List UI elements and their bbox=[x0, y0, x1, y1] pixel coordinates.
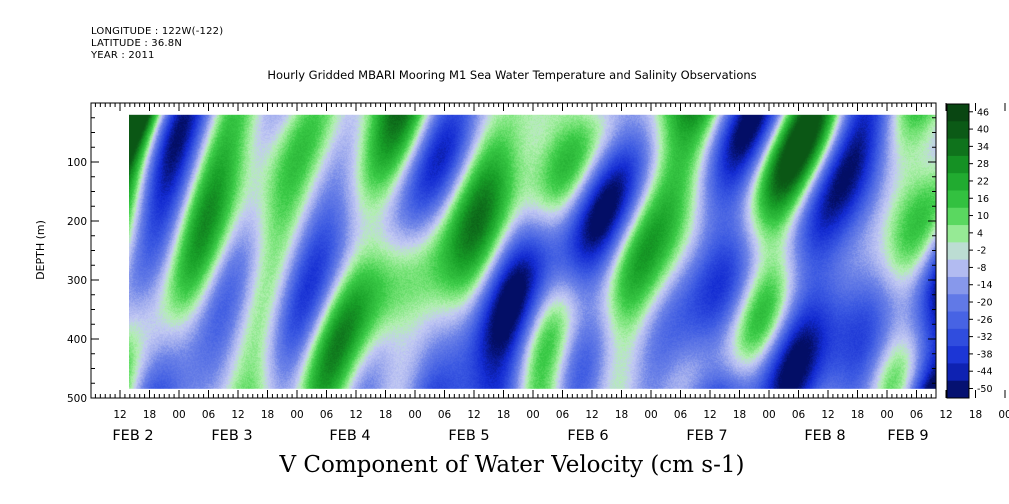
colorbar-band bbox=[947, 173, 969, 191]
x-hour-label: 00 bbox=[408, 409, 421, 421]
colorbar-band bbox=[947, 207, 969, 226]
x-hour-label: 06 bbox=[556, 409, 570, 421]
x-hour-label: 12 bbox=[231, 409, 244, 421]
x-day-label: FEB 8 bbox=[804, 428, 845, 444]
x-day-label: FEB 7 bbox=[686, 428, 727, 444]
x-hour-label: 18 bbox=[851, 409, 864, 421]
heatmap-image bbox=[129, 114, 936, 389]
x-hour-label: 00 bbox=[172, 409, 185, 421]
latitude-label: LATITUDE : 36.8N bbox=[91, 38, 183, 49]
colorbar-band bbox=[947, 311, 969, 330]
colorbar-band bbox=[947, 138, 969, 157]
colorbar-band bbox=[947, 259, 969, 278]
colorbar-label: -2 bbox=[977, 246, 986, 257]
x-hour-label: 06 bbox=[792, 409, 806, 421]
year-label: YEAR : 2011 bbox=[91, 50, 155, 61]
x-axis-title: V Component of Water Velocity (cm s-1) bbox=[279, 452, 745, 478]
y-tick-label: 500 bbox=[67, 393, 87, 405]
x-hour-label: 18 bbox=[497, 409, 510, 421]
colorbar-band bbox=[947, 346, 969, 364]
colorbar-label: -32 bbox=[977, 332, 993, 343]
x-hour-label: 18 bbox=[615, 409, 628, 421]
x-hour-label: 12 bbox=[821, 409, 834, 421]
x-hour-label: 12 bbox=[467, 409, 480, 421]
colorbar-band bbox=[947, 276, 969, 295]
colorbar-label: 22 bbox=[977, 176, 989, 187]
colorbar-label: -38 bbox=[977, 349, 993, 360]
x-hour-label: 18 bbox=[969, 409, 982, 421]
x-day-label: FEB 5 bbox=[448, 428, 489, 444]
x-hour-label: 00 bbox=[644, 409, 657, 421]
x-day-label: FEB 3 bbox=[211, 428, 252, 444]
colorbar-band bbox=[947, 363, 969, 382]
x-hour-label: 00 bbox=[998, 409, 1009, 421]
colorbar-band bbox=[947, 104, 969, 122]
y-tick-label: 100 bbox=[67, 157, 87, 169]
y-tick-label: 400 bbox=[67, 334, 87, 346]
colorbar-band bbox=[947, 380, 969, 399]
x-hour-label: 18 bbox=[733, 409, 746, 421]
x-hour-label: 06 bbox=[320, 409, 334, 421]
x-hour-label: 18 bbox=[143, 409, 156, 421]
heatmap-field bbox=[129, 114, 936, 389]
colorbar-label: 34 bbox=[977, 142, 989, 153]
colorbar-label: 10 bbox=[977, 211, 989, 222]
x-day-label: FEB 9 bbox=[887, 428, 928, 444]
x-day-label: FEB 6 bbox=[567, 428, 608, 444]
x-day-label: FEB 4 bbox=[329, 428, 370, 444]
colorbar-label: -44 bbox=[977, 367, 993, 378]
x-hour-label: 06 bbox=[202, 409, 216, 421]
colorbar-band bbox=[947, 121, 969, 140]
colorbar-label: 28 bbox=[977, 159, 989, 170]
colorbar-band bbox=[947, 225, 969, 243]
colorbar-label: 40 bbox=[977, 125, 989, 136]
colorbar-label: -26 bbox=[977, 315, 993, 326]
x-hour-label: 12 bbox=[585, 409, 598, 421]
colorbar-band bbox=[947, 155, 969, 174]
x-day-label: FEB 2 bbox=[112, 428, 153, 444]
colorbar-label: 16 bbox=[977, 194, 989, 205]
chart-title: Hourly Gridded MBARI Mooring M1 Sea Wate… bbox=[267, 68, 757, 82]
x-hour-label: 12 bbox=[349, 409, 362, 421]
x-hour-label: 18 bbox=[261, 409, 274, 421]
colorbar-label: -50 bbox=[977, 384, 993, 395]
y-tick-label: 200 bbox=[67, 216, 87, 228]
x-hour-label: 00 bbox=[762, 409, 775, 421]
colorbar-label: 46 bbox=[977, 107, 989, 118]
x-hour-label: 06 bbox=[674, 409, 688, 421]
colorbar-band bbox=[947, 294, 969, 313]
x-hour-label: 00 bbox=[526, 409, 539, 421]
colorbar-band bbox=[947, 328, 969, 347]
x-hour-label: 00 bbox=[880, 409, 893, 421]
x-hour-label: 12 bbox=[939, 409, 952, 421]
x-hour-label: 18 bbox=[379, 409, 392, 421]
x-hour-label: 12 bbox=[113, 409, 126, 421]
x-hour-label: 06 bbox=[438, 409, 452, 421]
colorbar-frame bbox=[946, 103, 970, 399]
colorbar-label: -8 bbox=[977, 263, 986, 274]
colorbar-label: 4 bbox=[977, 228, 983, 239]
colorbar-band bbox=[947, 190, 969, 209]
colorbar: 46 40 34 28 22 16 10 4 -2 -8 -14 -20 -26 -32 -38 -44 -50 bbox=[946, 103, 993, 399]
x-hour-label: 06 bbox=[910, 409, 924, 421]
colorbar-label: -14 bbox=[977, 280, 993, 291]
colorbar-band bbox=[947, 242, 969, 261]
y-axis-label: DEPTH (m) bbox=[34, 220, 47, 280]
x-hour-label: 12 bbox=[703, 409, 716, 421]
colorbar-label: -20 bbox=[977, 298, 993, 309]
y-tick-label: 300 bbox=[67, 275, 87, 287]
x-hour-label: 00 bbox=[290, 409, 303, 421]
longitude-label: LONGITUDE : 122W(-122) bbox=[91, 26, 224, 37]
